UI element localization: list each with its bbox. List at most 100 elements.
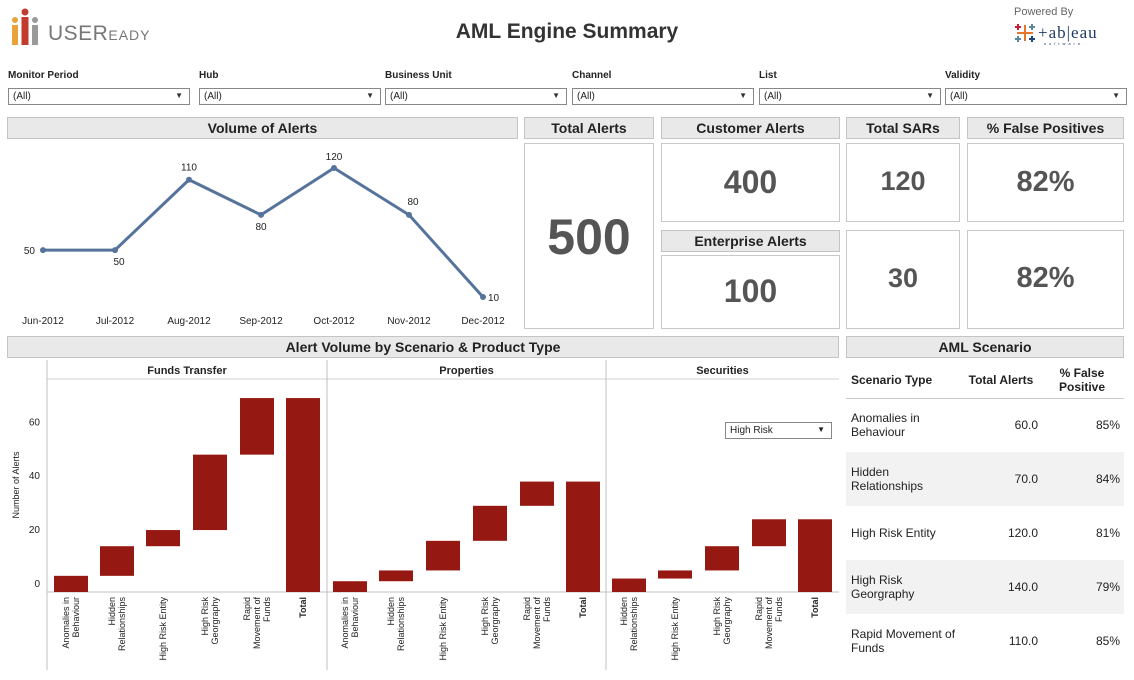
- line-point: [331, 165, 337, 171]
- hub-select[interactable]: (All) ▼: [199, 88, 381, 105]
- x-tick-label: HiddenRelationships: [386, 597, 406, 652]
- line-point: [40, 247, 46, 254]
- useready-logo-icon: [12, 8, 38, 45]
- waterfall-bar: [54, 575, 88, 592]
- x-tick-label: RapidMovement ofFunds: [754, 597, 784, 650]
- x-tick-label: High Risk Entity: [438, 597, 448, 661]
- data-label: 110: [181, 163, 197, 174]
- column-header: Total Alerts: [964, 362, 1044, 399]
- x-tick-label: Anomalies inBehaviour: [340, 597, 360, 649]
- line-point: [112, 247, 118, 254]
- x-tick-label: Jun-2012: [22, 316, 64, 327]
- panel-title: Securities: [696, 365, 749, 377]
- total-sars-value-top: 120: [880, 166, 926, 196]
- waterfall-bar: [658, 570, 692, 579]
- tableau-wordmark: +ab|eau: [1038, 23, 1098, 42]
- select-value: (All): [577, 91, 595, 102]
- risk-level-value: High Risk: [730, 425, 773, 436]
- table-row: Rapid Movement of Funds 110.0 85%: [846, 614, 1124, 668]
- column-header: % False Positive: [1044, 362, 1124, 399]
- filter-label: Hub: [199, 70, 219, 81]
- x-tick-label: Anomalies inBehaviour: [61, 597, 81, 649]
- x-tick-label: RapidMovement ofFunds: [242, 597, 272, 650]
- filter-business-unit: Business Unit (All) ▼: [385, 70, 567, 105]
- x-tick-label: Aug-2012: [167, 316, 211, 327]
- customer-alerts-value: 400: [723, 164, 778, 200]
- waterfall-bar: [705, 546, 739, 571]
- validity-select[interactable]: (All) ▼: [945, 88, 1127, 105]
- panel-title: Properties: [439, 365, 493, 377]
- waterfall-bar: [473, 505, 507, 541]
- waterfall-bar: [193, 454, 227, 531]
- filter-list: List (All) ▼: [759, 70, 941, 105]
- waterfall-bar: [798, 519, 832, 592]
- select-value: (All): [204, 91, 222, 102]
- total-alerts-card: 500: [524, 143, 654, 329]
- scenario-type-cell: High Risk Entity: [851, 526, 936, 540]
- total-alerts-value: 500: [547, 209, 631, 265]
- x-tick-label: Total: [810, 597, 820, 618]
- x-tick-label: Jul-2012: [96, 316, 135, 327]
- filter-monitor-period: Monitor Period (All) ▼: [8, 70, 190, 105]
- business-unit-select[interactable]: (All) ▼: [385, 88, 567, 105]
- waterfall-bar: [286, 398, 320, 592]
- waterfall-bar: [520, 481, 554, 506]
- filter-label: Validity: [945, 70, 981, 81]
- powered-by-label: Powered By: [1014, 6, 1074, 18]
- false-positive-cell: 85%: [1095, 418, 1120, 433]
- y-tick-label: 40: [29, 471, 41, 482]
- table-row: High Risk Georgraphy 140.0 79%: [846, 560, 1124, 614]
- false-positives-card-top: 82%: [967, 143, 1124, 222]
- aml-scenario-title: AML Scenario: [846, 336, 1124, 358]
- risk-level-select[interactable]: High Risk ▼: [725, 422, 832, 439]
- chevron-down-icon: ▼: [1112, 91, 1120, 100]
- total-alerts-cell: 110.0: [1008, 634, 1038, 648]
- scenario-type-cell: Anomalies in Behaviour: [851, 411, 920, 440]
- total-sars-title: Total SARs: [846, 117, 960, 139]
- total-alerts-cell: 60.0: [1014, 418, 1038, 433]
- customer-alerts-title: Customer Alerts: [661, 117, 840, 139]
- total-alerts-title: Total Alerts: [524, 117, 654, 139]
- data-label: 50: [24, 246, 36, 257]
- waterfall-bar: [240, 398, 274, 455]
- x-tick-label: High Risk Entity: [158, 597, 168, 661]
- table-header-row: Scenario Type Total Alerts % False Posit…: [846, 362, 1124, 399]
- y-tick-label: 0: [34, 579, 40, 590]
- data-label: 50: [113, 257, 125, 268]
- chevron-down-icon: ▼: [175, 91, 183, 100]
- data-label: 80: [407, 197, 419, 208]
- false-positive-cell: 85%: [1095, 634, 1120, 648]
- line-point: [406, 211, 412, 218]
- total-sars-card-top: 120: [846, 143, 960, 222]
- data-label: 10: [488, 293, 500, 304]
- waterfall-bar: [379, 570, 413, 582]
- x-tick-label: High Risk Entity: [670, 597, 680, 661]
- scenario-type-cell: High Risk Georgraphy: [846, 560, 964, 614]
- waterfall-bar: [566, 481, 600, 592]
- filter-validity: Validity (All) ▼: [945, 70, 1127, 105]
- chevron-down-icon: ▼: [926, 91, 934, 100]
- monitor-period-select[interactable]: (All) ▼: [8, 88, 190, 105]
- chevron-down-icon: ▼: [552, 91, 560, 100]
- x-tick-label: Sep-2012: [239, 316, 283, 327]
- waterfall-bar: [333, 581, 367, 592]
- filter-label: Monitor Period: [8, 70, 79, 81]
- x-tick-label: Dec-2012: [461, 316, 505, 327]
- filter-hub: Hub (All) ▼: [199, 70, 381, 105]
- data-label: 80: [255, 222, 267, 233]
- false-positives-value-top: 82%: [1016, 166, 1075, 198]
- x-tick-label: Total: [298, 597, 308, 618]
- x-tick-label: High RiskGeorgraphy: [200, 597, 220, 645]
- useready-logo: USEREADY: [10, 6, 149, 48]
- waterfall-bar: [612, 578, 646, 592]
- waterfall-bar: [752, 519, 786, 547]
- x-tick-label: HiddenRelationships: [107, 597, 127, 652]
- waterfall-bar: [426, 540, 460, 571]
- scenario-chart-title: Alert Volume by Scenario & Product Type: [7, 336, 839, 358]
- list-select[interactable]: (All) ▼: [759, 88, 941, 105]
- filter-label: Channel: [572, 70, 612, 81]
- channel-select[interactable]: (All) ▼: [572, 88, 754, 105]
- tableau-cross-icon: [1015, 24, 1035, 42]
- select-value: (All): [390, 91, 408, 102]
- aml-scenario-table: Scenario Type Total Alerts % False Posit…: [846, 362, 1124, 668]
